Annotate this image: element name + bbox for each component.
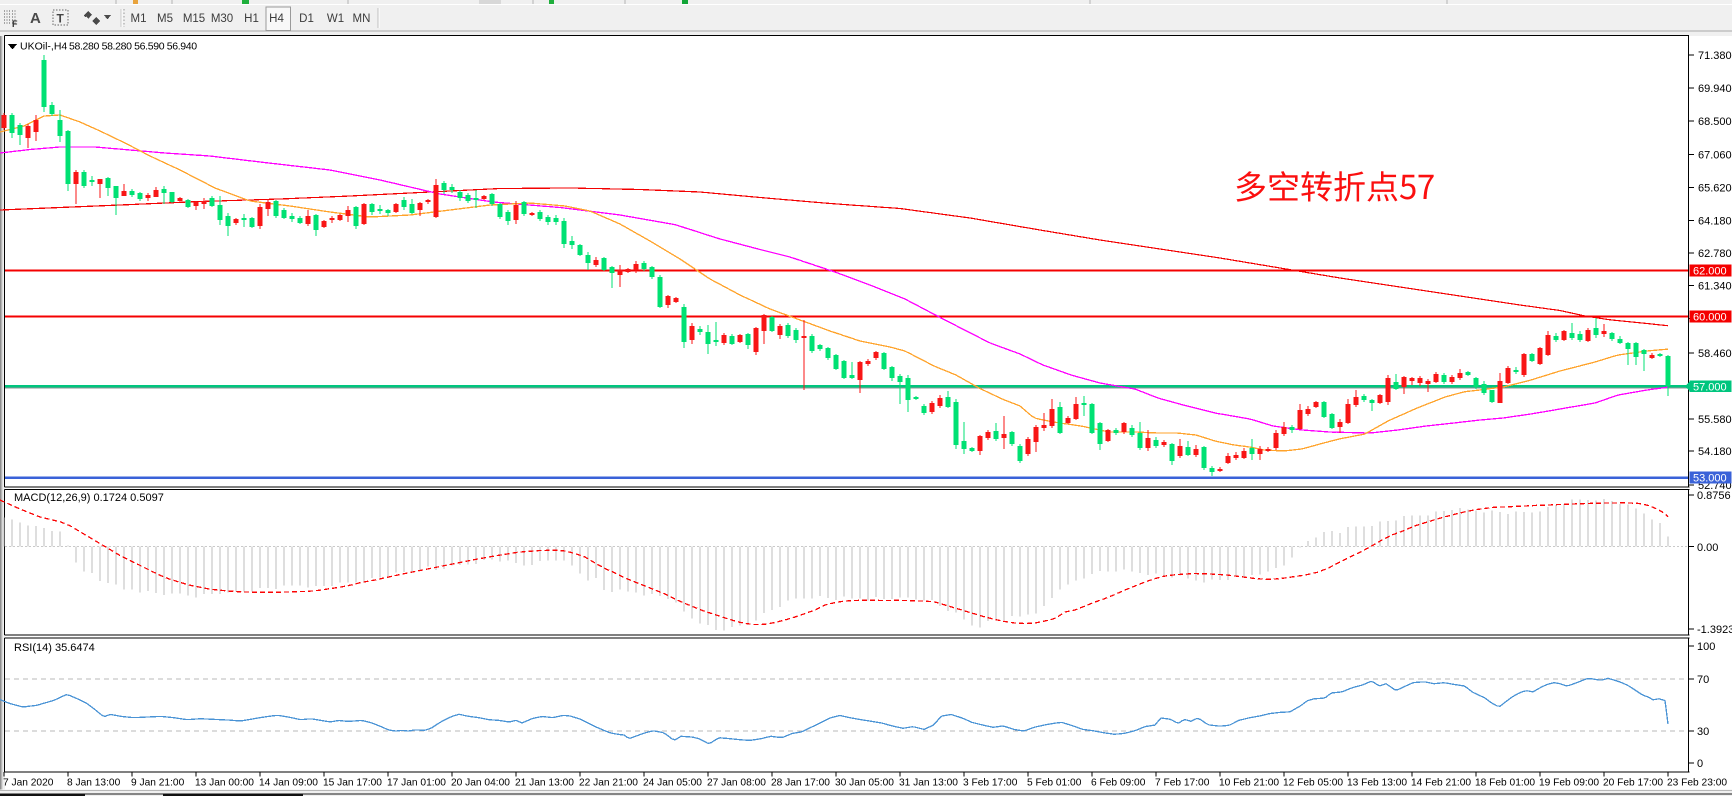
svg-text:62.000: 62.000 bbox=[1693, 266, 1727, 278]
svg-text:H1: H1 bbox=[244, 13, 259, 25]
svg-text:67.060: 67.060 bbox=[1698, 150, 1732, 162]
svg-text:7 Jan 2020: 7 Jan 2020 bbox=[3, 778, 54, 789]
svg-text:71.380: 71.380 bbox=[1698, 50, 1732, 62]
svg-text:55.580: 55.580 bbox=[1698, 414, 1732, 426]
svg-text:W1: W1 bbox=[327, 13, 344, 25]
svg-text:60.000: 60.000 bbox=[1693, 312, 1727, 324]
svg-text:24 Jan 05:00: 24 Jan 05:00 bbox=[643, 778, 702, 789]
svg-text:7 Feb 17:00: 7 Feb 17:00 bbox=[1155, 778, 1210, 789]
svg-text:-1.3923: -1.3923 bbox=[1697, 624, 1732, 636]
svg-text:18 Feb 01:00: 18 Feb 01:00 bbox=[1475, 778, 1535, 789]
svg-text:57.000: 57.000 bbox=[1693, 381, 1727, 393]
svg-text:100: 100 bbox=[1697, 641, 1715, 653]
svg-text:3 Feb 17:00: 3 Feb 17:00 bbox=[963, 778, 1018, 789]
svg-text:MN: MN bbox=[353, 13, 371, 25]
svg-text:20 Jan 04:00: 20 Jan 04:00 bbox=[451, 778, 510, 789]
svg-text:20 Feb 17:00: 20 Feb 17:00 bbox=[1603, 778, 1663, 789]
svg-text:28 Jan 17:00: 28 Jan 17:00 bbox=[771, 778, 830, 789]
svg-text:M30: M30 bbox=[211, 13, 233, 25]
svg-text:68.500: 68.500 bbox=[1698, 116, 1732, 128]
svg-text:0.8756: 0.8756 bbox=[1697, 490, 1731, 502]
svg-text:5 Feb 01:00: 5 Feb 01:00 bbox=[1027, 778, 1082, 789]
svg-text:MACD(12,26,9) 0.1724 0.5097: MACD(12,26,9) 0.1724 0.5097 bbox=[14, 492, 164, 504]
svg-text:D1: D1 bbox=[299, 13, 314, 25]
svg-text:15 Jan 17:00: 15 Jan 17:00 bbox=[323, 778, 382, 789]
svg-text:T: T bbox=[57, 12, 65, 26]
svg-text:6 Feb 09:00: 6 Feb 09:00 bbox=[1091, 778, 1146, 789]
svg-text:H4: H4 bbox=[269, 13, 284, 25]
svg-text:10 Feb 21:00: 10 Feb 21:00 bbox=[1219, 778, 1279, 789]
svg-text:9 Jan 21:00: 9 Jan 21:00 bbox=[131, 778, 185, 789]
svg-text:30 Jan 05:00: 30 Jan 05:00 bbox=[835, 778, 894, 789]
svg-text:70: 70 bbox=[1697, 674, 1709, 686]
svg-text:64.180: 64.180 bbox=[1698, 216, 1732, 228]
svg-text:M5: M5 bbox=[157, 13, 173, 25]
svg-text:58.460: 58.460 bbox=[1698, 348, 1732, 360]
svg-text:A: A bbox=[30, 10, 41, 27]
svg-text:53.000: 53.000 bbox=[1693, 473, 1727, 485]
svg-text:62.780: 62.780 bbox=[1698, 248, 1732, 260]
svg-text:22 Jan 21:00: 22 Jan 21:00 bbox=[579, 778, 638, 789]
svg-text:8 Jan 13:00: 8 Jan 13:00 bbox=[67, 778, 121, 789]
svg-text:0.00: 0.00 bbox=[1697, 542, 1718, 554]
svg-text:13 Feb 13:00: 13 Feb 13:00 bbox=[1347, 778, 1407, 789]
svg-text:21 Jan 13:00: 21 Jan 13:00 bbox=[515, 778, 574, 789]
svg-text:M15: M15 bbox=[183, 13, 205, 25]
svg-text:13 Jan 00:00: 13 Jan 00:00 bbox=[195, 778, 254, 789]
svg-text:23 Feb 23:00: 23 Feb 23:00 bbox=[1667, 778, 1727, 789]
svg-text:17 Jan 01:00: 17 Jan 01:00 bbox=[387, 778, 446, 789]
svg-text:14 Feb 21:00: 14 Feb 21:00 bbox=[1411, 778, 1471, 789]
svg-text:30: 30 bbox=[1697, 726, 1709, 738]
svg-text:14 Jan 09:00: 14 Jan 09:00 bbox=[259, 778, 318, 789]
svg-text:61.340: 61.340 bbox=[1698, 281, 1732, 293]
svg-text:M1: M1 bbox=[131, 13, 147, 25]
svg-text:UKOil-,H4: UKOil-,H4 bbox=[20, 41, 67, 53]
svg-text:RSI(14) 35.6474: RSI(14) 35.6474 bbox=[14, 642, 95, 654]
svg-text:12 Feb 05:00: 12 Feb 05:00 bbox=[1283, 778, 1343, 789]
svg-text:69.940: 69.940 bbox=[1698, 83, 1732, 95]
svg-text:27 Jan 08:00: 27 Jan 08:00 bbox=[707, 778, 766, 789]
svg-text:31 Jan 13:00: 31 Jan 13:00 bbox=[899, 778, 958, 789]
svg-text:58.280 58.280 56.590 56.940: 58.280 58.280 56.590 56.940 bbox=[69, 41, 197, 53]
svg-text:0: 0 bbox=[1697, 758, 1703, 770]
svg-text:65.620: 65.620 bbox=[1698, 183, 1732, 195]
svg-text:F: F bbox=[12, 19, 18, 29]
svg-text:54.180: 54.180 bbox=[1698, 446, 1732, 458]
svg-text:19 Feb 09:00: 19 Feb 09:00 bbox=[1539, 778, 1599, 789]
